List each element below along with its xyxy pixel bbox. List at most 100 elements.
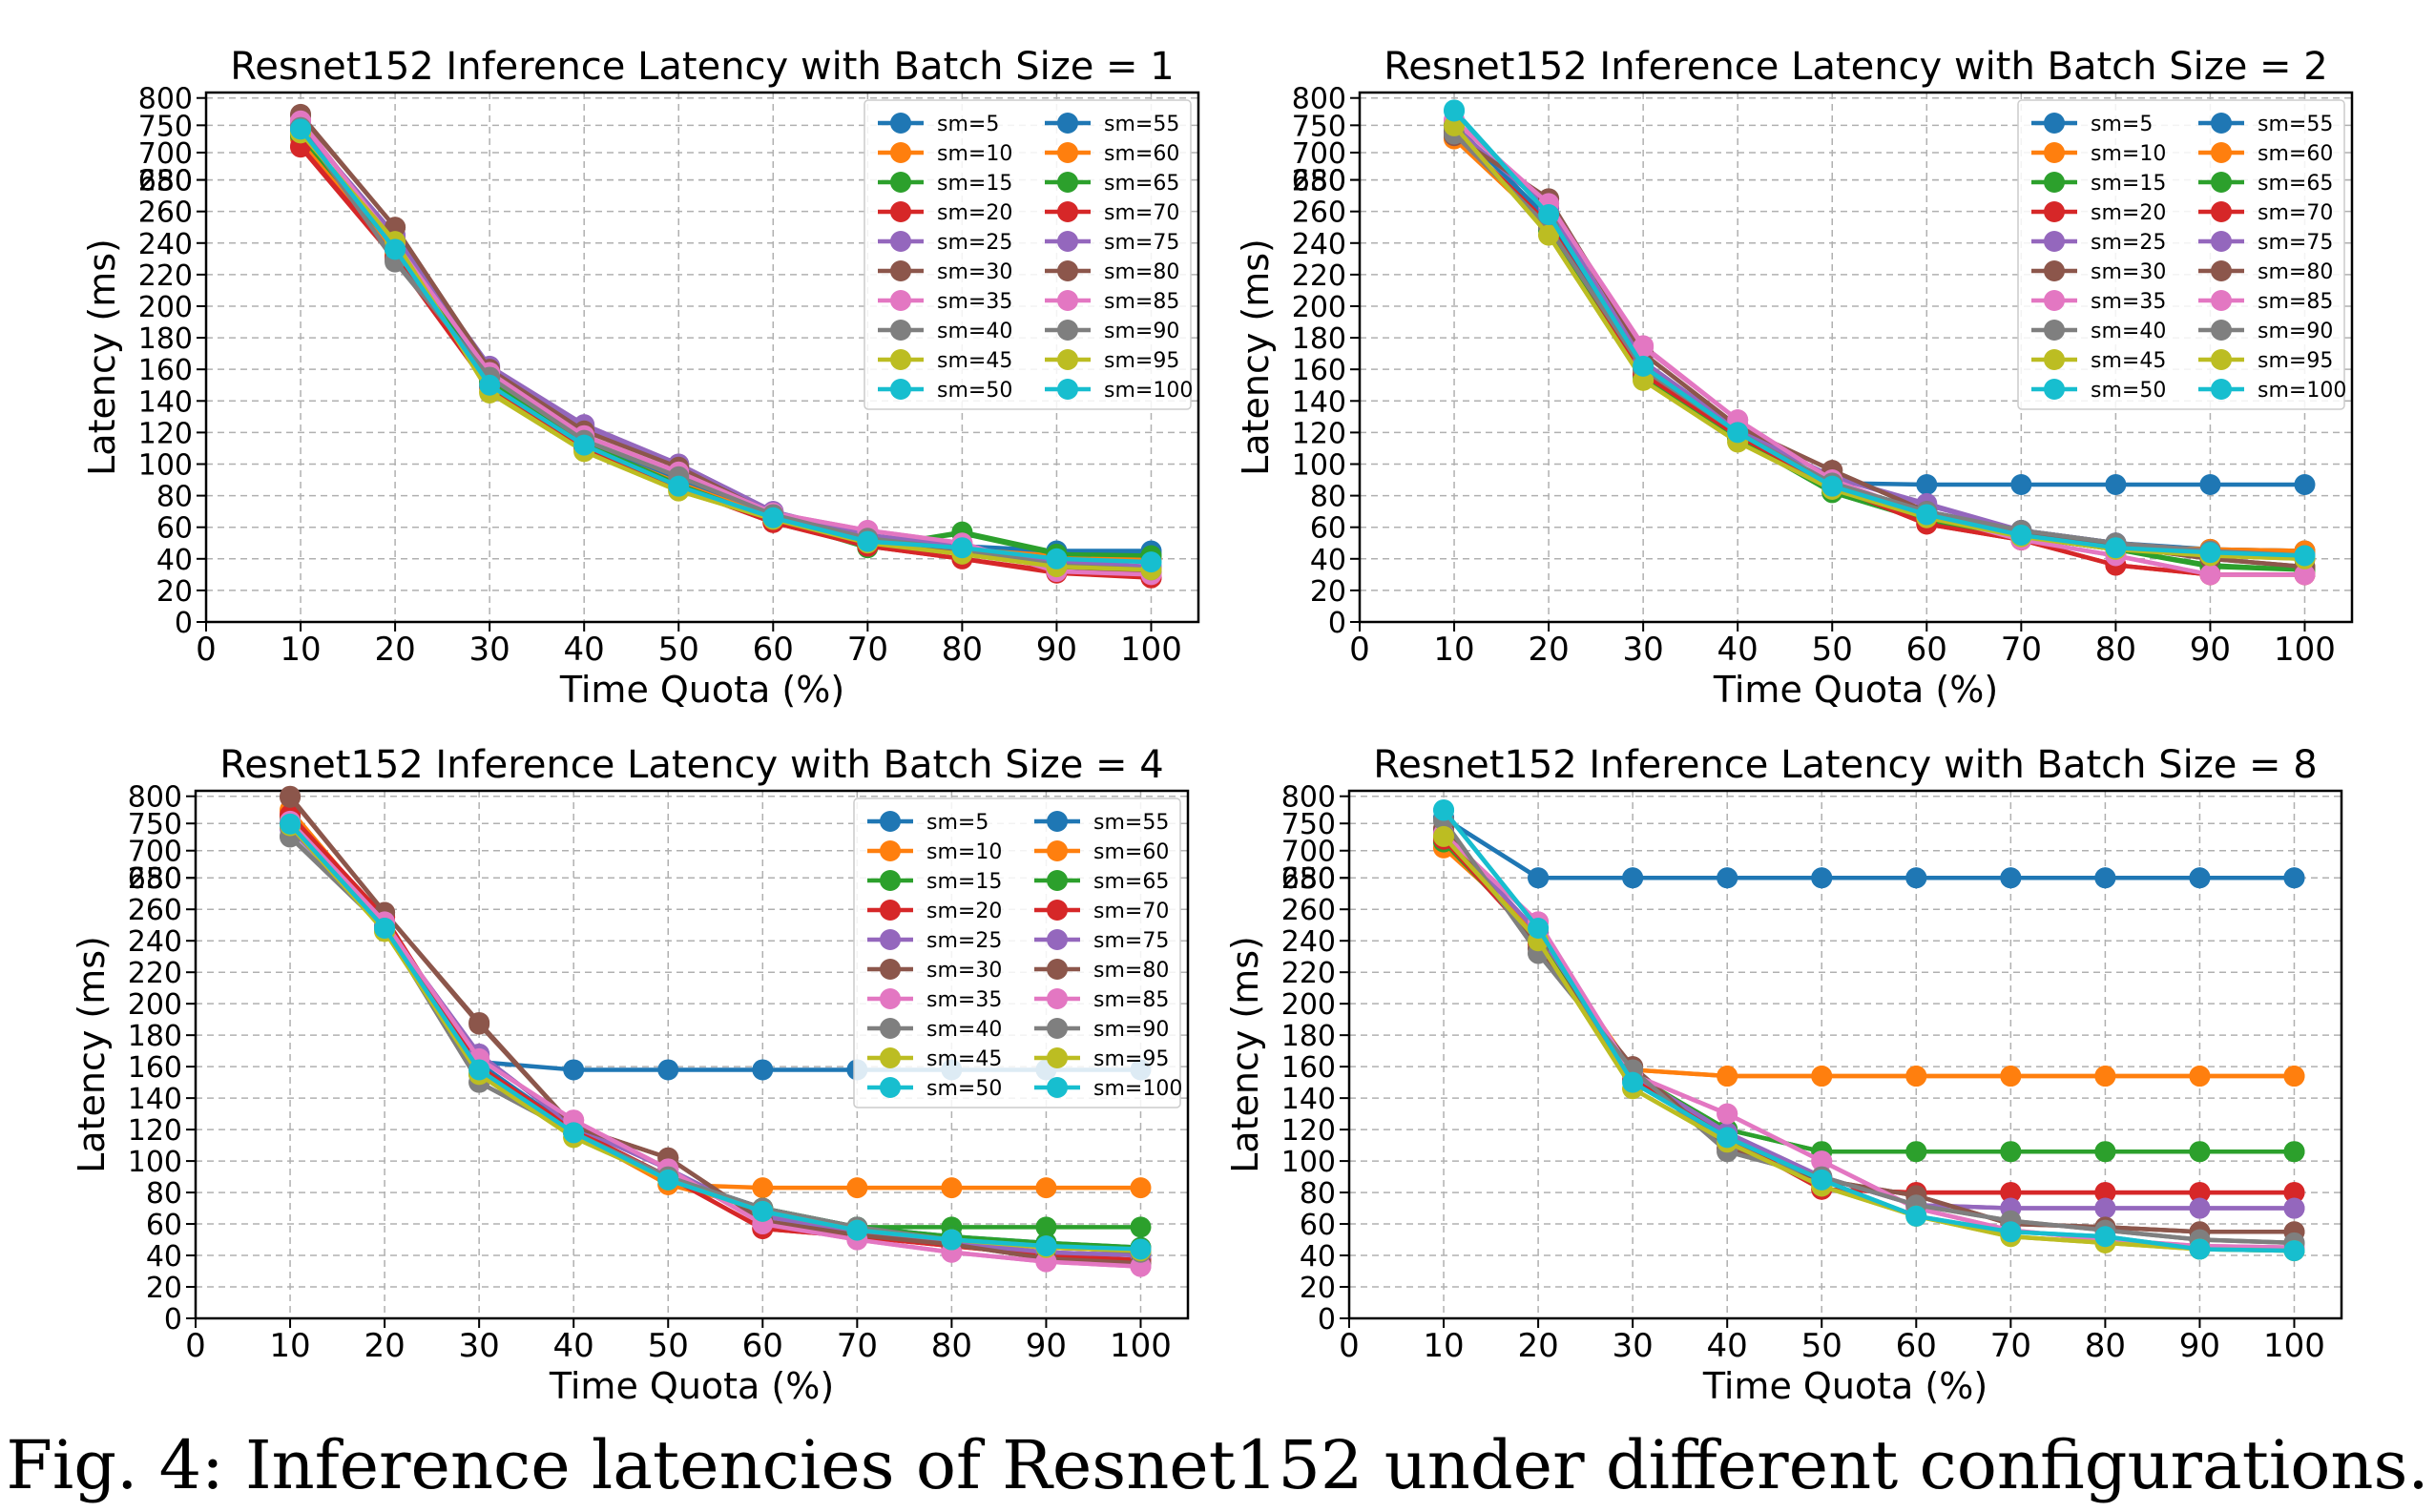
- x-tick-label: 40: [1707, 1327, 1748, 1365]
- data-point: [2283, 1141, 2305, 1163]
- data-point: [2189, 1197, 2211, 1219]
- legend: sm=5 sm=10 sm=15 sm=20 sm=25 sm=30 sm=35 sm=40 s…: [853, 797, 1182, 1108]
- x-tick-label: 20: [364, 1327, 405, 1365]
- y-tick-label: 40: [156, 544, 193, 577]
- legend-label: sm=75: [1093, 929, 1169, 953]
- legend-item: sm=40: [867, 1018, 1002, 1042]
- y-axis-label: Latency (ms): [81, 238, 123, 476]
- y-tick-label: 220: [1292, 259, 1346, 293]
- data-point: [2283, 1240, 2305, 1262]
- legend-item: sm=80: [1034, 959, 1169, 983]
- data-point: [563, 1059, 585, 1081]
- data-point: [1905, 867, 1927, 889]
- legend-label: sm=60: [1093, 840, 1169, 864]
- legend-label: sm=45: [926, 1047, 1002, 1071]
- y-tick-label: 750: [1292, 110, 1346, 143]
- legend-label: sm=65: [1093, 870, 1169, 894]
- y-tick-label: 120: [128, 1114, 182, 1148]
- data-point: [1622, 867, 1644, 889]
- legend-label: sm=95: [2258, 349, 2333, 373]
- legend-item: sm=55: [1034, 811, 1169, 835]
- legend-label: sm=35: [2091, 290, 2166, 314]
- legend-item: sm=25: [2031, 231, 2166, 255]
- legend-marker: [880, 811, 901, 832]
- legend-item: sm=95: [2198, 349, 2333, 373]
- data-point: [668, 475, 690, 497]
- x-tick-label: 40: [564, 631, 605, 669]
- x-tick-label: 60: [1906, 631, 1947, 669]
- legend-marker: [880, 959, 901, 980]
- legend-marker: [2211, 260, 2232, 281]
- y-tick-label: 240: [1281, 925, 1336, 959]
- legend-marker: [880, 1018, 901, 1039]
- y-tick-label: 260: [1292, 197, 1346, 230]
- y-tick-label: 40: [1310, 544, 1346, 577]
- series-sm=20: [1433, 829, 2305, 1204]
- series-sm=100: [1433, 799, 2305, 1262]
- legend-marker: [1047, 870, 1068, 891]
- series-line: [1442, 827, 2295, 1234]
- y-tick-label: 650: [1281, 862, 1336, 896]
- legend-marker: [2211, 142, 2232, 163]
- legend-label: sm=80: [1104, 260, 1179, 284]
- y-tick-label: 140: [138, 385, 193, 419]
- legend: sm=5 sm=10 sm=15 sm=20 sm=25 sm=30 sm=35 sm=40 s…: [864, 99, 1193, 410]
- legend-label: sm=75: [1104, 231, 1179, 255]
- y-tick-label: 180: [138, 322, 193, 356]
- y-tick-label: 140: [1281, 1083, 1336, 1116]
- legend-item: sm=5: [878, 113, 999, 136]
- x-tick-label: 50: [1801, 1327, 1842, 1365]
- legend-label: sm=40: [937, 320, 1012, 343]
- legend-marker: [1047, 840, 1068, 861]
- legend-item: sm=100: [2198, 379, 2346, 403]
- y-tick-label: 160: [138, 354, 193, 387]
- series-sm=100: [280, 813, 1152, 1260]
- data-point: [2105, 474, 2127, 496]
- data-point: [1811, 1066, 1833, 1087]
- legend-label: sm=25: [2091, 231, 2166, 255]
- legend-label: sm=45: [2091, 349, 2166, 373]
- legend-item: sm=10: [878, 142, 1012, 166]
- y-tick-label: 220: [1281, 957, 1336, 990]
- series-line: [1452, 109, 2305, 558]
- legend-item: sm=15: [878, 172, 1012, 196]
- x-tick-label: 80: [2095, 631, 2136, 669]
- legend-label: sm=40: [926, 1018, 1002, 1042]
- legend-label: sm=10: [937, 142, 1012, 166]
- data-point: [2094, 1197, 2116, 1219]
- y-tick-label: 140: [1292, 385, 1346, 419]
- legend-marker: [890, 142, 911, 163]
- data-point: [1444, 114, 1466, 136]
- data-point: [1633, 355, 1655, 377]
- legend-marker: [2044, 201, 2065, 222]
- y-tick-label: 20: [146, 1272, 182, 1305]
- legend-marker: [880, 870, 901, 891]
- x-tick-label: 80: [931, 1327, 972, 1365]
- y-tick-label: 0: [175, 607, 193, 640]
- y-tick-label: 0: [1318, 1303, 1336, 1336]
- x-tick-label: 20: [374, 631, 415, 669]
- legend-label: sm=55: [2258, 113, 2333, 136]
- legend-item: sm=60: [1045, 142, 1179, 166]
- legend-item: sm=55: [2198, 113, 2333, 136]
- data-point: [1905, 1205, 1927, 1227]
- legend-marker: [1047, 900, 1068, 921]
- data-point: [2094, 1226, 2116, 1248]
- data-point: [846, 1177, 868, 1199]
- legend-item: sm=85: [2198, 290, 2333, 314]
- x-tick-label: 60: [742, 1327, 783, 1365]
- y-tick-label: 800: [1281, 781, 1336, 815]
- legend-label: sm=10: [926, 840, 1002, 864]
- y-tick-label: 180: [1281, 1020, 1336, 1053]
- y-tick-label: 100: [1292, 448, 1346, 482]
- x-tick-label: 70: [837, 1327, 878, 1365]
- series-sm=70: [1433, 828, 2305, 1204]
- y-tick-label: 260: [1281, 894, 1336, 927]
- series-sm=75: [1433, 820, 2305, 1219]
- legend-item: sm=20: [878, 201, 1012, 225]
- series-sm=55: [1433, 807, 2305, 889]
- y-tick-label: 800: [138, 83, 193, 116]
- legend-item: sm=90: [2198, 320, 2333, 343]
- y-axis-label: Latency (ms): [71, 936, 113, 1173]
- legend-item: sm=100: [1034, 1077, 1182, 1101]
